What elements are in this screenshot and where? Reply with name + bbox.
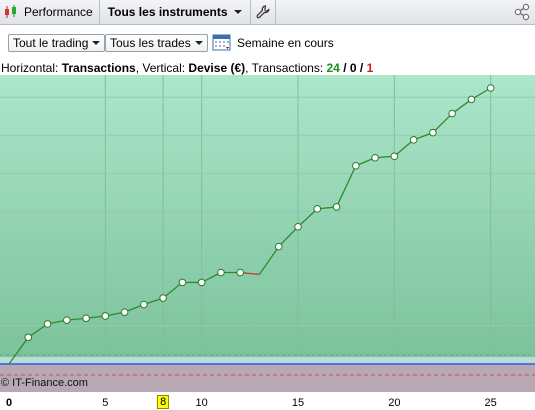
- trades-dropdown-label: Tous les trades: [110, 36, 191, 50]
- vertical-axis-value: Devise (€): [188, 61, 246, 75]
- x-tick-label: 5: [102, 397, 109, 409]
- x-tick-label: 0: [5, 397, 13, 409]
- trade-point[interactable]: [486, 84, 495, 92]
- chart-gridlines: [0, 75, 535, 357]
- transactions-prefix: , Transactions:: [245, 61, 327, 75]
- trade-point[interactable]: [197, 278, 206, 287]
- share-icon[interactable]: [511, 1, 533, 23]
- transactions-total: 24: [326, 61, 340, 75]
- equity-series: [8, 84, 495, 365]
- equity-segment: [278, 226, 299, 248]
- trade-point[interactable]: [159, 294, 167, 302]
- x-tick-label-highlighted: 8: [157, 395, 170, 409]
- top-toolbar: Performance Tous les instruments: [0, 0, 535, 25]
- trade-point[interactable]: [294, 222, 302, 231]
- trade-point[interactable]: [178, 278, 187, 287]
- equity-chart-svg: [0, 75, 535, 392]
- period-label[interactable]: Semaine en cours: [237, 36, 334, 50]
- trading-dropdown-label: Tout le trading: [13, 36, 89, 50]
- trading-dropdown[interactable]: Tout le trading: [8, 34, 106, 52]
- toolbar-divider: [98, 0, 100, 24]
- transactions-neutral: 0: [349, 61, 357, 75]
- horizontal-axis-value: Transactions: [61, 61, 136, 75]
- equity-segment: [297, 208, 318, 228]
- chart-positive-area: [0, 75, 535, 357]
- equity-segment: [162, 281, 183, 299]
- equity-segment: [451, 98, 472, 115]
- x-tick-label: 20: [388, 397, 401, 409]
- trade-point[interactable]: [332, 203, 341, 211]
- toolbar-divider: [274, 0, 276, 24]
- chart-zero-band: [0, 357, 535, 365]
- trade-point[interactable]: [82, 314, 90, 323]
- info-slash: /: [339, 61, 350, 75]
- info-sep: , Vertical:: [135, 61, 189, 75]
- trade-point[interactable]: [63, 316, 71, 324]
- trade-point[interactable]: [120, 308, 129, 316]
- trade-point[interactable]: [429, 128, 437, 137]
- trade-point[interactable]: [390, 152, 399, 161]
- filter-bar: Tout le trading Tous les trades Semaine …: [0, 25, 535, 61]
- transactions-losing: 1: [366, 61, 374, 75]
- equity-segment: [258, 246, 280, 275]
- tab-performance[interactable]: Performance: [24, 5, 93, 19]
- trade-point[interactable]: [140, 300, 148, 309]
- chevron-down-icon: [92, 41, 101, 45]
- chart-info-line: Horizontal: Transactions, Vertical: Devi…: [0, 61, 535, 75]
- x-axis: 0 5 8 10 15 20 25: [0, 392, 535, 410]
- chevron-down-icon: [233, 10, 242, 14]
- trade-point[interactable]: [313, 205, 322, 213]
- trade-point[interactable]: [274, 242, 283, 251]
- trades-dropdown[interactable]: Tous les trades: [105, 34, 208, 52]
- chevron-down-icon: [194, 41, 203, 45]
- wrench-icon[interactable]: [251, 0, 275, 24]
- trade-point[interactable]: [24, 333, 33, 342]
- toolbar-divider: [249, 0, 251, 24]
- trade-point[interactable]: [236, 268, 245, 277]
- equity-segment: [8, 336, 29, 365]
- trade-point[interactable]: [352, 161, 360, 170]
- calendar-icon[interactable]: [212, 32, 232, 52]
- trade-point[interactable]: [371, 153, 379, 162]
- trade-point[interactable]: [217, 268, 225, 277]
- candlestick-icon[interactable]: [0, 0, 22, 24]
- x-tick-label: 25: [484, 397, 497, 409]
- equity-segment: [335, 165, 357, 208]
- info-slash: /: [356, 61, 367, 75]
- chart-negative-area: [0, 365, 535, 392]
- instrument-dropdown[interactable]: Tous les instruments: [100, 5, 250, 19]
- x-tick-label: 10: [195, 397, 208, 409]
- equity-segment: [27, 323, 48, 338]
- equity-segment: [432, 113, 453, 134]
- trade-point[interactable]: [448, 109, 456, 118]
- trade-point[interactable]: [467, 95, 476, 104]
- x-tick-label: 15: [291, 397, 305, 409]
- instrument-label: Tous les instruments: [107, 5, 228, 19]
- trade-point[interactable]: [101, 312, 110, 320]
- equity-segment: [393, 139, 415, 157]
- info-prefix: Horizontal:: [1, 61, 62, 75]
- trade-point[interactable]: [409, 136, 418, 144]
- trade-point[interactable]: [43, 320, 52, 328]
- equity-chart[interactable]: [0, 75, 535, 392]
- watermark: © IT-Finance.com: [1, 377, 88, 389]
